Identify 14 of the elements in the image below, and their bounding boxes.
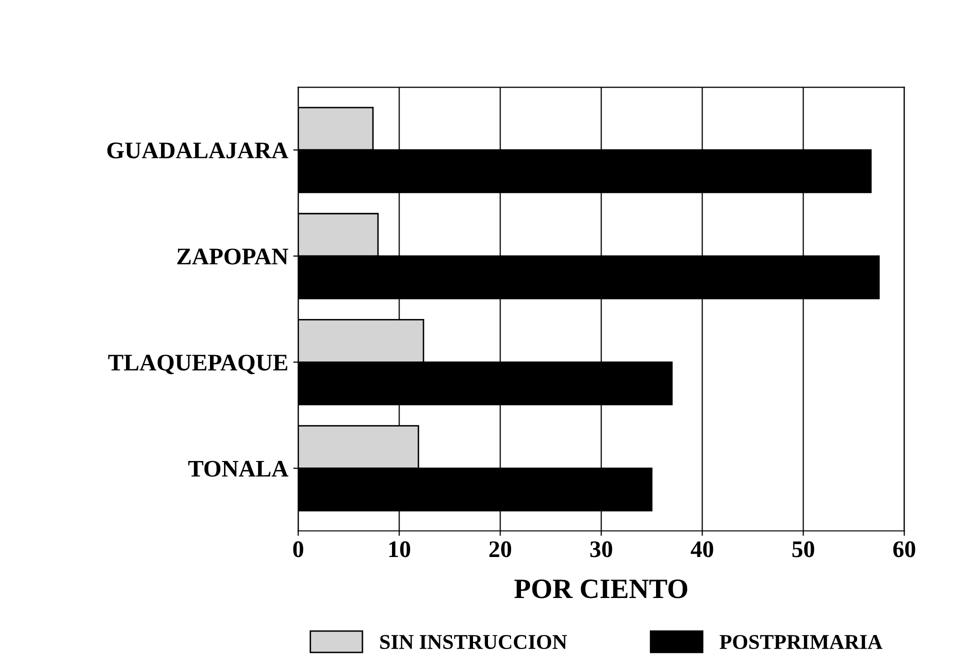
x-tick-label: 40 [690, 541, 714, 558]
x-tick-label: 50 [792, 541, 814, 558]
y-tick-label: GUADALAJARA [107, 142, 288, 158]
x-tick-label: 60 [893, 541, 916, 558]
y-tick-label: TONALA [188, 460, 288, 477]
x-tick-label: 30 [590, 541, 612, 558]
y-tick-label: TLAQUEPAQUE [108, 354, 288, 374]
x-tick-label: 10 [389, 541, 410, 558]
legend-label: SIN INSTRUCCION [380, 635, 567, 650]
x-axis-title: POR CIENTO [514, 580, 688, 598]
y-tick-label: ZAPOPAN [177, 248, 288, 264]
x-tick-label: 0 [293, 541, 304, 558]
x-tick-label: 20 [489, 541, 512, 558]
legend-label: POSTPRIMARIA [720, 635, 882, 650]
